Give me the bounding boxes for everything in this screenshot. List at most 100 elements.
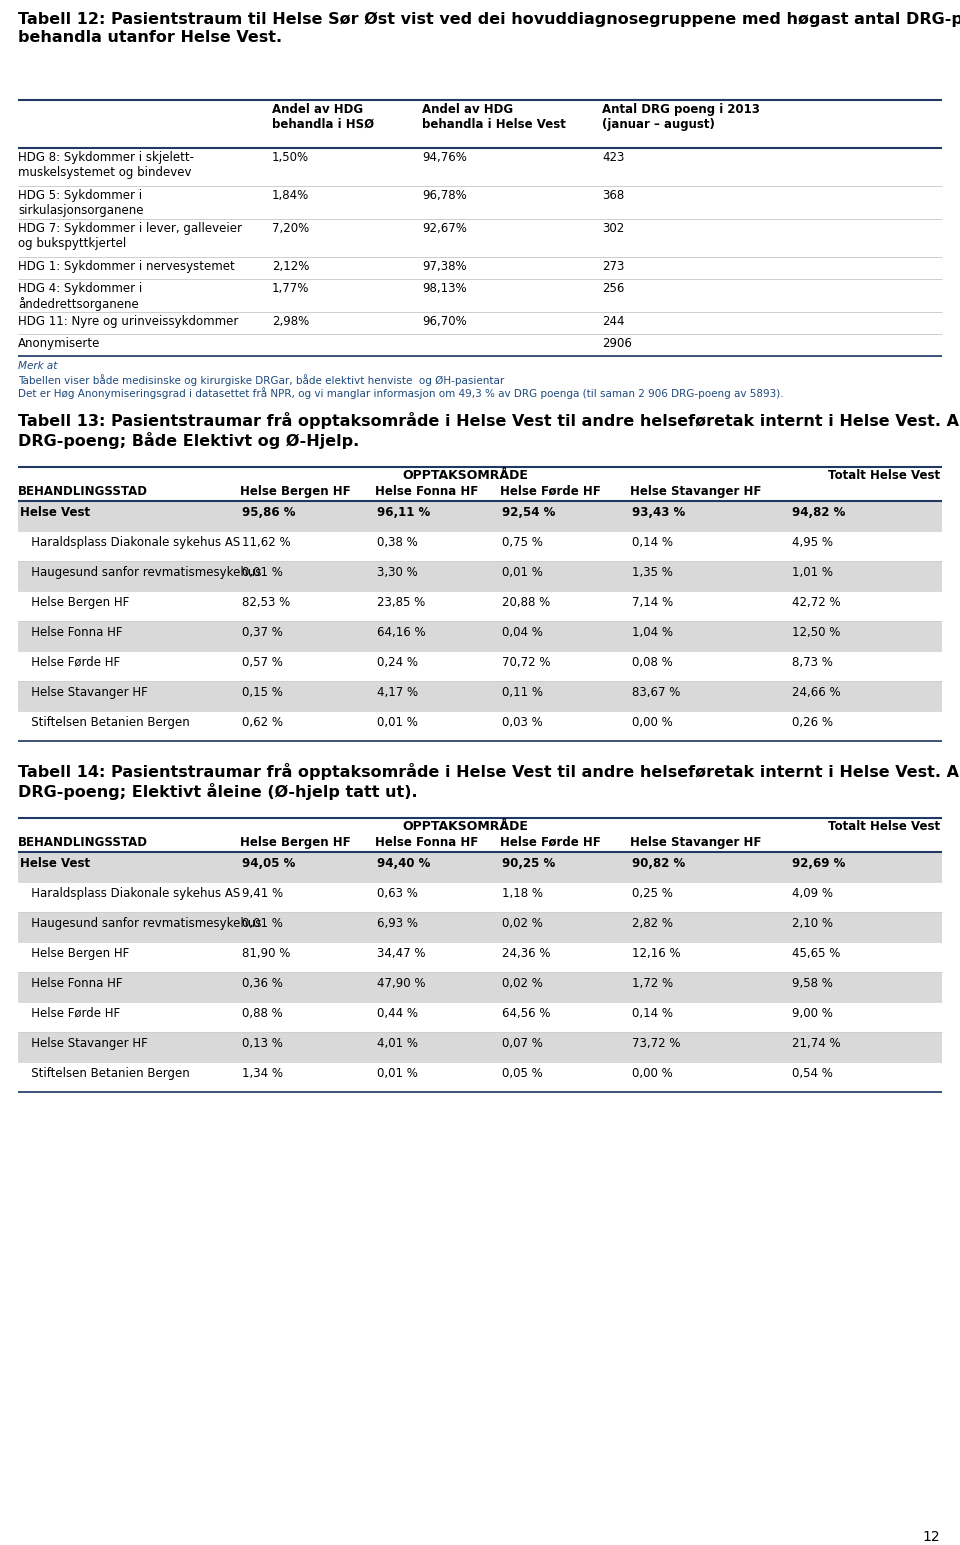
Text: 0,38 %: 0,38 %: [377, 536, 418, 548]
Text: 90,25 %: 90,25 %: [502, 857, 555, 870]
Text: 98,13%: 98,13%: [422, 283, 467, 295]
Text: OPPTAKSOMRÅDE: OPPTAKSOMRÅDE: [402, 470, 528, 482]
Text: Helse Bergen HF: Helse Bergen HF: [20, 596, 130, 609]
Text: 9,58 %: 9,58 %: [792, 976, 833, 990]
Text: OPPTAKSOMRÅDE: OPPTAKSOMRÅDE: [402, 820, 528, 833]
Text: Anonymiserte: Anonymiserte: [18, 337, 101, 351]
Text: 0,01 %: 0,01 %: [502, 565, 542, 579]
Text: 90,82 %: 90,82 %: [632, 857, 685, 870]
Text: 0,54 %: 0,54 %: [792, 1068, 833, 1080]
Text: 1,84%: 1,84%: [272, 188, 309, 202]
Text: Helse Fonna HF: Helse Fonna HF: [375, 485, 478, 497]
Text: 273: 273: [602, 260, 624, 273]
Text: Helse Førde HF: Helse Førde HF: [20, 1007, 120, 1020]
Text: Helse Stavanger HF: Helse Stavanger HF: [630, 485, 761, 497]
Text: 42,72 %: 42,72 %: [792, 596, 841, 609]
Text: 9,41 %: 9,41 %: [242, 887, 283, 901]
Text: 94,40 %: 94,40 %: [377, 857, 430, 870]
Text: BEHANDLINGSSTAD: BEHANDLINGSSTAD: [18, 836, 148, 850]
Text: 0,11 %: 0,11 %: [502, 686, 543, 698]
Bar: [18, 1003, 942, 1032]
Text: BEHANDLINGSSTAD: BEHANDLINGSSTAD: [18, 485, 148, 497]
Text: HDG 4: Sykdommer i
åndedrettsorganene: HDG 4: Sykdommer i åndedrettsorganene: [18, 283, 142, 311]
Text: 92,54 %: 92,54 %: [502, 507, 556, 519]
Text: 1,77%: 1,77%: [272, 283, 309, 295]
Text: 97,38%: 97,38%: [422, 260, 467, 273]
Text: 0,75 %: 0,75 %: [502, 536, 542, 548]
Bar: [18, 621, 942, 650]
Text: Det er Høg Anonymiseringsgrad i datasettet frå NPR, og vi manglar informasjon om: Det er Høg Anonymiseringsgrad i datasett…: [18, 386, 783, 399]
Text: 4,95 %: 4,95 %: [792, 536, 833, 548]
Text: 12: 12: [923, 1530, 940, 1543]
Text: 2,98%: 2,98%: [272, 315, 309, 328]
Text: 24,66 %: 24,66 %: [792, 686, 841, 698]
Text: 34,47 %: 34,47 %: [377, 947, 425, 959]
Text: 0,15 %: 0,15 %: [242, 686, 283, 698]
Text: Tabell 13: Pasientstraumar frå opptaksområde i Helse Vest til andre helseføretak: Tabell 13: Pasientstraumar frå opptaksom…: [18, 413, 960, 448]
Text: 92,69 %: 92,69 %: [792, 857, 846, 870]
Text: 1,18 %: 1,18 %: [502, 887, 543, 901]
Text: 1,35 %: 1,35 %: [632, 565, 673, 579]
Text: 96,70%: 96,70%: [422, 315, 467, 328]
Text: Helse Vest: Helse Vest: [20, 507, 90, 519]
Bar: [18, 592, 942, 621]
Text: 23,85 %: 23,85 %: [377, 596, 425, 609]
Text: 94,82 %: 94,82 %: [792, 507, 846, 519]
Text: 24,36 %: 24,36 %: [502, 947, 550, 959]
Text: Helse Fonna HF: Helse Fonna HF: [375, 836, 478, 850]
Text: 1,72 %: 1,72 %: [632, 976, 673, 990]
Text: 7,20%: 7,20%: [272, 222, 309, 235]
Text: 0,13 %: 0,13 %: [242, 1037, 283, 1051]
Text: 82,53 %: 82,53 %: [242, 596, 290, 609]
Text: 0,14 %: 0,14 %: [632, 536, 673, 548]
Text: 2,82 %: 2,82 %: [632, 918, 673, 930]
Text: Andel av HDG
behandla i Helse Vest: Andel av HDG behandla i Helse Vest: [422, 104, 565, 131]
Text: Haraldsplass Diakonale sykehus AS: Haraldsplass Diakonale sykehus AS: [20, 536, 240, 548]
Bar: [18, 851, 942, 882]
Text: Totalt Helse Vest: Totalt Helse Vest: [828, 470, 940, 482]
Text: Helse Bergen HF: Helse Bergen HF: [20, 947, 130, 959]
Text: 0,01 %: 0,01 %: [242, 565, 283, 579]
Text: 6,93 %: 6,93 %: [377, 918, 418, 930]
Text: Tabell 12: Pasientstraum til Helse Sør Øst vist ved dei hovuddiagnosegruppene me: Tabell 12: Pasientstraum til Helse Sør Ø…: [18, 12, 960, 45]
Text: 302: 302: [602, 222, 624, 235]
Text: 8,73 %: 8,73 %: [792, 657, 833, 669]
Text: 3,30 %: 3,30 %: [377, 565, 418, 579]
Text: Antal DRG poeng i 2013
(januar – august): Antal DRG poeng i 2013 (januar – august): [602, 104, 760, 131]
Text: 1,01 %: 1,01 %: [792, 565, 833, 579]
Text: HDG 8: Sykdommer i skjelett-
muskelsystemet og bindevev: HDG 8: Sykdommer i skjelett- muskelsyste…: [18, 151, 194, 179]
Bar: [18, 650, 942, 681]
Text: 0,05 %: 0,05 %: [502, 1068, 542, 1080]
Text: 2906: 2906: [602, 337, 632, 351]
Text: Helse Førde HF: Helse Førde HF: [500, 836, 601, 850]
Text: Tabell 14: Pasientstraumar frå opptaksområde i Helse Vest til andre helseføretak: Tabell 14: Pasientstraumar frå opptaksom…: [18, 763, 960, 800]
Text: 96,78%: 96,78%: [422, 188, 467, 202]
Text: 70,72 %: 70,72 %: [502, 657, 550, 669]
Text: 256: 256: [602, 283, 624, 295]
Text: 7,14 %: 7,14 %: [632, 596, 673, 609]
Text: 0,01 %: 0,01 %: [377, 715, 418, 729]
Text: Helse Bergen HF: Helse Bergen HF: [240, 836, 350, 850]
Text: 0,36 %: 0,36 %: [242, 976, 283, 990]
Text: Helse Stavanger HF: Helse Stavanger HF: [20, 1037, 148, 1051]
Bar: [18, 501, 942, 531]
Text: 73,72 %: 73,72 %: [632, 1037, 681, 1051]
Text: 0,03 %: 0,03 %: [502, 715, 542, 729]
Text: Stiftelsen Betanien Bergen: Stiftelsen Betanien Bergen: [20, 1068, 190, 1080]
Text: Helse Fonna HF: Helse Fonna HF: [20, 626, 123, 640]
Bar: [18, 912, 942, 942]
Text: 0,14 %: 0,14 %: [632, 1007, 673, 1020]
Text: 81,90 %: 81,90 %: [242, 947, 290, 959]
Text: 4,09 %: 4,09 %: [792, 887, 833, 901]
Text: Helse Bergen HF: Helse Bergen HF: [240, 485, 350, 497]
Text: 11,62 %: 11,62 %: [242, 536, 291, 548]
Text: 0,00 %: 0,00 %: [632, 715, 673, 729]
Text: 21,74 %: 21,74 %: [792, 1037, 841, 1051]
Text: 93,43 %: 93,43 %: [632, 507, 685, 519]
Text: 2,12%: 2,12%: [272, 260, 309, 273]
Text: 0,00 %: 0,00 %: [632, 1068, 673, 1080]
Text: Andel av HDG
behandla i HSØ: Andel av HDG behandla i HSØ: [272, 104, 374, 131]
Bar: [18, 681, 942, 711]
Text: HDG 7: Sykdommer i lever, galleveier
og bukspyttkjertel: HDG 7: Sykdommer i lever, galleveier og …: [18, 222, 242, 250]
Text: Haugesund sanfor revmatismesykehus: Haugesund sanfor revmatismesykehus: [20, 918, 261, 930]
